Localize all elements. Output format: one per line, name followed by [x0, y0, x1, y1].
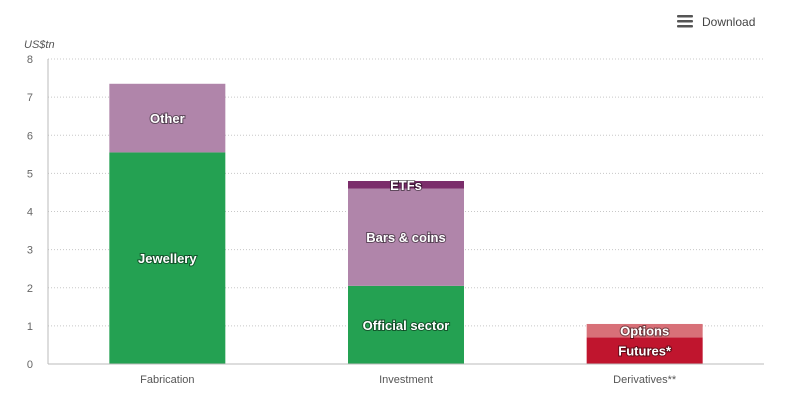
axes: 0 1 2 3 4 5 6 7 8 Fabrication Investment Derivative…	[27, 54, 764, 386]
x-tick-label: Derivatives**	[613, 374, 677, 386]
bar-segment-futures	[586, 337, 703, 364]
bar-segment-label: Other	[150, 111, 185, 126]
bar-segment-jewellery	[109, 152, 226, 364]
hamburger-menu-icon	[677, 15, 693, 28]
bars: Jewellery Other Official sector Bars & coin…	[109, 83, 703, 364]
y-axis-unit-label: US$tn	[24, 39, 55, 51]
bar-segment-official-sector	[348, 285, 464, 364]
bar-segment-etfs	[348, 181, 464, 189]
bar-segment-label: Official sector	[363, 318, 450, 333]
bar-segment-label: ETFs	[390, 178, 422, 193]
download-button[interactable]: Download	[670, 10, 770, 32]
y-tick-label: 7	[27, 92, 33, 104]
bar-segment-label: Futures*	[618, 344, 672, 359]
y-tick-label: 1	[27, 321, 33, 333]
y-tick-label: 4	[27, 207, 33, 219]
bar-segment-label: Options	[620, 324, 669, 339]
y-tick-label: 3	[27, 245, 33, 257]
x-tick-label: Investment	[379, 374, 433, 386]
download-label[interactable]: Download	[702, 15, 755, 29]
y-tick-label: 5	[27, 168, 33, 180]
y-tick-label: 2	[27, 283, 33, 295]
y-tick-label: 6	[27, 130, 33, 142]
download-button-bg[interactable]	[670, 10, 770, 32]
bar-segment-label: Jewellery	[138, 251, 197, 266]
y-tick-label: 8	[27, 54, 33, 66]
bar-segment-other	[109, 83, 226, 153]
y-tick-label: 0	[27, 359, 33, 371]
bar-segment-options	[586, 323, 703, 338]
bar-segment-bars-coins	[348, 188, 464, 286]
x-tick-label: Fabrication	[140, 374, 194, 386]
bar-segment-label: Bars & coins	[366, 230, 445, 245]
